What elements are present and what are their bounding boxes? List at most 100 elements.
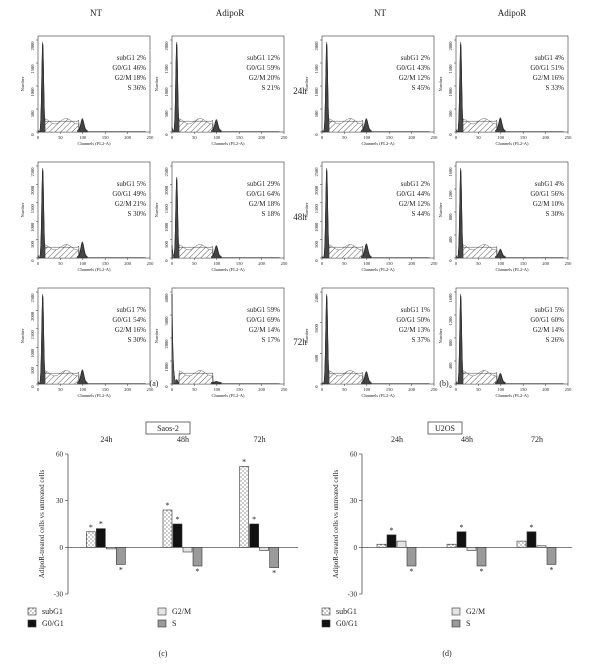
legend-label-subG1: subG1: [336, 607, 357, 616]
b-col-header-adipor: AdipoR: [498, 8, 527, 18]
b-col-header-nt: NT: [374, 8, 386, 18]
histogram-stat-2: G2/M 18%: [249, 200, 280, 208]
histogram-x-tick-label: 200: [258, 135, 266, 140]
histogram-x-tick-label: 250: [281, 261, 289, 266]
bar-subG1-72h: [239, 466, 249, 548]
histogram-y-tick-label: 1500: [448, 64, 453, 74]
histogram-y-tick-label: 3000: [164, 316, 169, 326]
histogram-frame: [37, 35, 151, 133]
histogram-x-tick-label: 50: [476, 135, 481, 140]
histogram-x-tick-label: 50: [58, 387, 63, 392]
bar-significance-marker: *: [390, 526, 394, 535]
panel-label-a: (a): [150, 379, 159, 388]
histogram-x-axis-label: Channels (FL2-A): [495, 267, 529, 272]
histogram-envelope: [455, 44, 564, 132]
histogram-y-tick-label: 0: [164, 133, 169, 136]
histogram-y-axis-label: Number: [438, 76, 443, 91]
histogram-frame: [455, 161, 569, 259]
bar-chart-y-tick-label: -30: [54, 591, 64, 599]
histogram-y-tick-label: 500: [164, 240, 169, 248]
histogram-x-axis-label: Channels (FL2-A): [361, 393, 395, 398]
histogram-envelope: [171, 293, 280, 385]
histogram-x-tick-label: 0: [455, 135, 458, 140]
histogram-stat-2: G2/M 14%: [533, 326, 564, 334]
histogram-x-tick-label: 150: [236, 135, 244, 140]
histogram-stat-3: S 30%: [128, 336, 147, 344]
histogram-x-tick-label: 0: [171, 387, 174, 392]
histogram-y-axis-label: Number: [20, 202, 25, 217]
histogram-s-phase: [328, 370, 363, 385]
bar-significance-marker: *: [410, 567, 414, 576]
histogram-b-nt-24: 0 500 1000 1500 2000 0 50 100 150 200 250 Channels …: [304, 35, 438, 146]
histogram-y-tick-label: 500: [314, 240, 319, 248]
legend-label-G0G1: G0/G1: [42, 619, 64, 628]
histogram-x-tick-label: 100: [79, 387, 87, 392]
histogram-stat-3: S 26%: [546, 336, 565, 344]
legend-swatch-S: [451, 619, 461, 628]
histogram-y-tick-label: 1200: [448, 316, 453, 326]
histogram-stat-1: G0/G1 56%: [530, 190, 564, 198]
histogram-y-tick-label: 1600: [314, 323, 319, 333]
histogram-envelope: [321, 296, 430, 384]
bar-charts: 60 30 0 -30 AdipoR-treated cells vs untreate…: [27, 435, 572, 658]
histogram-x-tick-label: 100: [213, 387, 221, 392]
histogram-envelope: [37, 44, 146, 132]
histogram-y-tick-label: 0: [30, 259, 35, 262]
histogram-y-tick-label: 2500: [314, 167, 319, 177]
histogram-x-axis-label: Channels (FL2-A): [211, 393, 245, 398]
histogram-frame: [455, 287, 569, 385]
legend-swatch-G0G1: [27, 619, 37, 628]
histogram-y-axis-label: Number: [20, 76, 25, 91]
histogram-y-axis-label: Number: [438, 202, 443, 217]
bar-chart-y-axis-label: AdipoR-treated cells vs untreated cells: [38, 469, 46, 578]
bar-significance-marker: *: [550, 565, 554, 574]
histogram-x-tick-label: 250: [281, 135, 289, 140]
histogram-y-tick-label: 2500: [30, 293, 35, 303]
histogram-y-tick-label: 1500: [164, 64, 169, 74]
histogram-stat-0: subG1 5%: [535, 306, 565, 314]
bar-subG1-48h: [446, 543, 457, 548]
bar-G2M-24h: [106, 547, 116, 550]
histogram-x-tick-label: 50: [342, 135, 347, 140]
bar-G2M-24h: [396, 540, 407, 548]
histogram-x-tick-label: 200: [124, 387, 132, 392]
histogram-x-tick-label: 0: [171, 135, 174, 140]
histogram-stat-0: subG1 59%: [247, 306, 280, 314]
bar-significance-marker: *: [176, 515, 180, 524]
histogram-y-tick-label: 2500: [30, 167, 35, 177]
histogram-y-axis-label: Number: [438, 328, 443, 343]
bar-chart-y-tick-label: 30: [350, 497, 358, 505]
bar-significance-marker: *: [166, 501, 170, 510]
bar-subG1-24h: [86, 531, 96, 548]
histogram-x-tick-label: 200: [542, 387, 550, 392]
histogram-x-tick-label: 150: [102, 261, 110, 266]
bar-S-48h: [192, 547, 203, 567]
histogram-stat-3: S 44%: [412, 210, 431, 218]
histogram-x-axis-label: Channels (FL2-A): [77, 267, 111, 272]
histogram-x-tick-label: 250: [431, 261, 439, 266]
histogram-y-tick-label: 500: [314, 110, 319, 118]
histogram-y-tick-label: 1000: [314, 222, 319, 232]
histogram-a-nt-48: 0 500 1000 1500 2000 2500 0 50 100 150 200 250 Chann…: [20, 161, 154, 272]
histogram-x-tick-label: 200: [408, 261, 416, 266]
histogram-envelope: [321, 170, 430, 258]
bar-G2M-72h: [536, 545, 547, 548]
cell-line-box-u2os: [427, 421, 463, 435]
cell-line-saos2: Saos-2: [157, 424, 179, 433]
legend-swatch-subG1: [321, 607, 331, 616]
histogram-y-tick-label: 1000: [314, 87, 319, 97]
histogram-x-tick-label: 200: [542, 261, 550, 266]
legend-label-G0G1: G0/G1: [336, 619, 358, 628]
histogram-stat-3: S 33%: [546, 84, 565, 92]
panel-label-b: (b): [439, 379, 449, 388]
bar-subG1-24h: [376, 543, 387, 548]
histogram-a-ad-72: 0 1000 2000 3000 4000 0 50 100 150 200 250 Channels…: [154, 287, 288, 398]
histogram-stat-3: S 37%: [412, 336, 431, 344]
histogram-y-tick-label: 1500: [30, 64, 35, 74]
histogram-y-tick-label: 0: [314, 259, 319, 262]
histogram-stat-3: S 45%: [412, 84, 431, 92]
histogram-stat-0: subG1 29%: [247, 180, 280, 188]
a-col-header-nt: NT: [90, 8, 102, 18]
legend-swatch-G2M: [451, 607, 461, 616]
histogram-y-tick-label: 1000: [164, 222, 169, 232]
